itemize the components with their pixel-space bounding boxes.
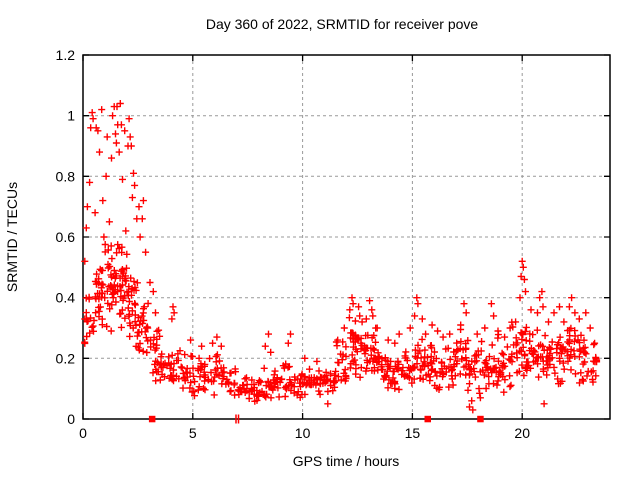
tick-mark-path	[82, 54, 610, 420]
y-tick-label: 0	[67, 411, 75, 427]
x-tick-label: 10	[295, 425, 311, 441]
x-tick-label: 5	[189, 425, 197, 441]
scatter-point-markers	[81, 100, 601, 414]
x-tick-label: 0	[79, 425, 87, 441]
y-axis-label: SRMTID / TECUs	[4, 182, 20, 292]
y-tick-label: 0.8	[56, 168, 76, 184]
grid-line-path	[83, 55, 610, 419]
axis-square-marker	[477, 415, 484, 423]
gridlines	[83, 55, 610, 419]
y-tick-label: 0.6	[56, 229, 76, 245]
axis-square-marker	[424, 415, 431, 423]
y-tick-label: 0.2	[56, 350, 76, 366]
tick-labels: 0 0.2 0.4 0.6 0.8 1 1.2 0 5 10 15 20	[56, 47, 531, 441]
y-tick-label: 0.4	[56, 290, 76, 306]
x-tick-label: 15	[405, 425, 421, 441]
y-tick-label: 1	[67, 108, 75, 124]
chart-title: Day 360 of 2022, SRMTID for receiver pov…	[206, 16, 479, 32]
axis-bar-marker	[235, 414, 240, 424]
x-tick-label: 20	[514, 425, 530, 441]
x-axis-label: GPS time / hours	[293, 453, 400, 469]
axis-ticks	[82, 54, 610, 420]
data-points	[81, 100, 601, 424]
axis-square-marker	[148, 415, 156, 423]
y-tick-label: 1.2	[56, 47, 76, 63]
